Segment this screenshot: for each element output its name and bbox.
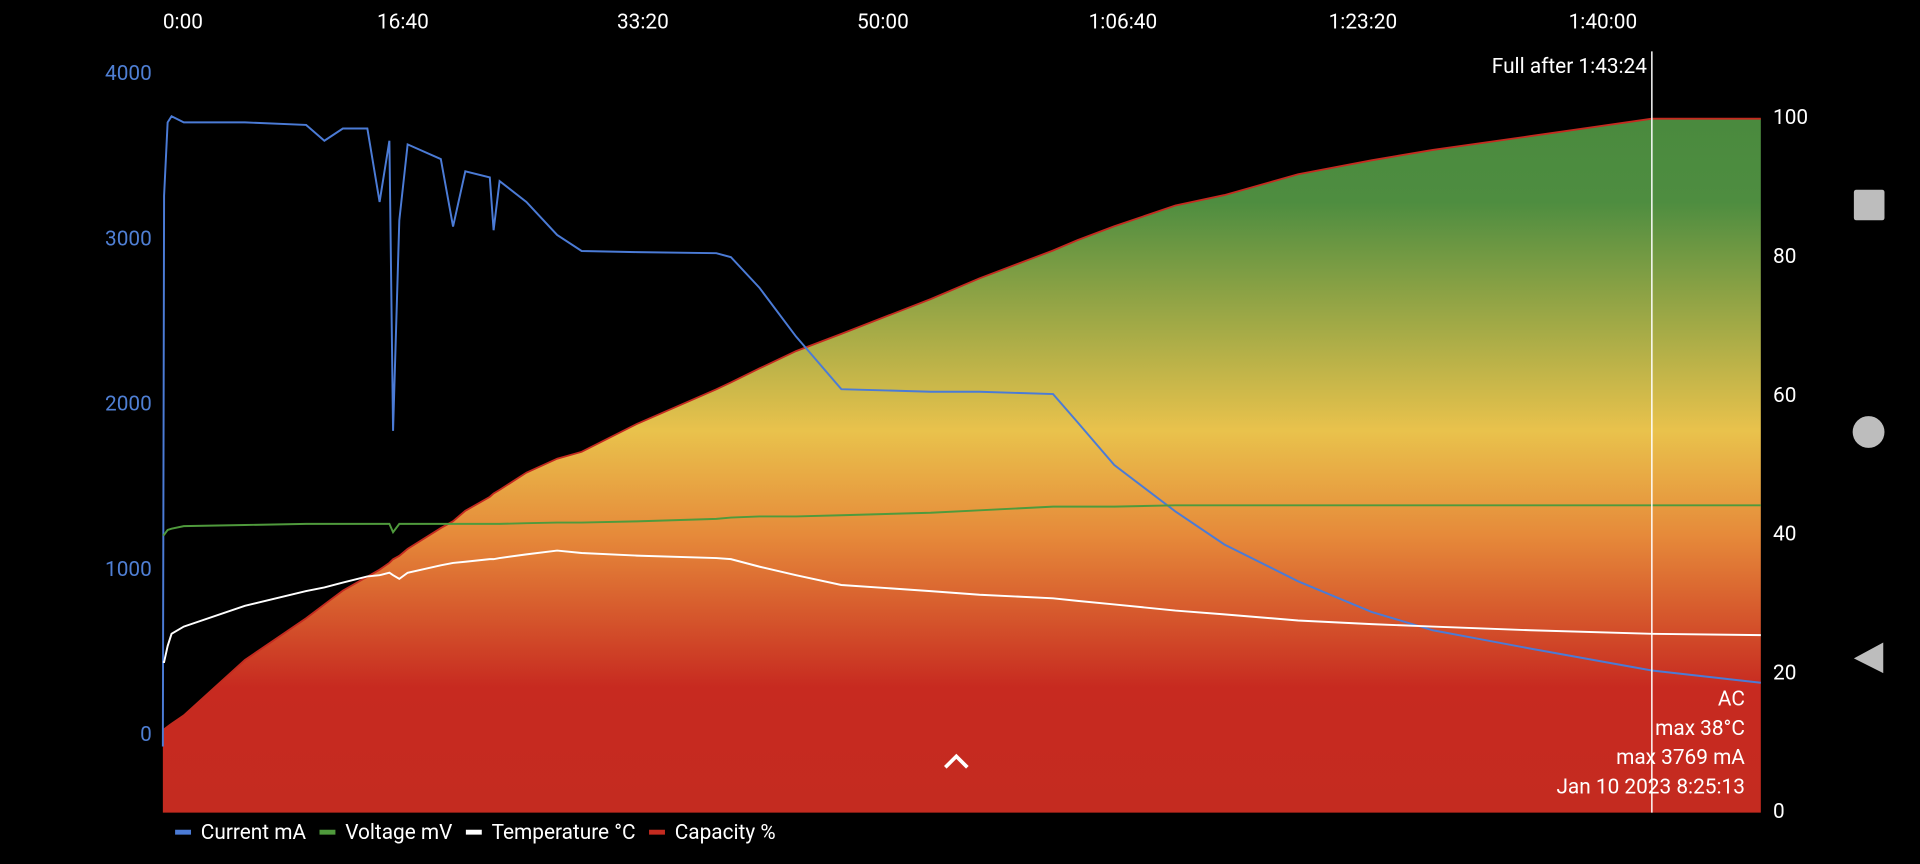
capacity-area [162, 118, 1761, 813]
series-line [161, 114, 1761, 747]
legend-swatch [465, 829, 482, 835]
x-tick-label: 1:06:40 [1089, 11, 1158, 35]
legend-label: Current mA [201, 821, 307, 845]
y-tick-label: 2000 [105, 393, 152, 417]
x-tick-label: 1:40:00 [1569, 11, 1638, 35]
legend-swatch [319, 829, 336, 835]
full-annotation: Full after 1:43:24 [1492, 55, 1647, 79]
x-tick-label: 0:00 [163, 11, 203, 35]
y2-tick-label: 0 [1773, 800, 1785, 824]
info-text: max 38°C [1655, 717, 1745, 741]
y2-tick-label: 100 [1773, 106, 1808, 130]
x-tick-label: 1:23:20 [1329, 11, 1398, 35]
legend-label: Voltage mV [345, 821, 452, 845]
plot-area [161, 114, 1761, 813]
x-tick-label: 33:20 [617, 11, 669, 35]
series-line [162, 117, 1761, 731]
legend-label: Temperature °C [492, 821, 636, 845]
info-text: AC [1718, 688, 1745, 712]
x-tick-label: 16:40 [377, 11, 429, 35]
legend-swatch [649, 829, 665, 835]
y-tick-label: 4000 [105, 62, 152, 86]
y2-tick-label: 80 [1773, 245, 1796, 269]
info-text: Jan 10 2023 8:25:13 [1556, 776, 1744, 800]
legend-label: Capacity % [675, 821, 776, 845]
y-tick-label: 3000 [105, 227, 152, 251]
y-tick-label: 1000 [105, 558, 152, 582]
series-line [162, 504, 1761, 536]
info-text: max 3769 mA [1616, 746, 1745, 770]
nav-recents[interactable] [1853, 189, 1885, 221]
y2-tick-label: 40 [1773, 523, 1796, 547]
y-tick-label: 0 [140, 723, 152, 747]
y2-tick-label: 20 [1773, 661, 1796, 685]
nav-back[interactable] [1853, 642, 1884, 674]
y2-tick-label: 60 [1773, 384, 1796, 408]
series-line [162, 549, 1761, 664]
x-tick-label: 50:00 [857, 11, 909, 35]
legend-swatch [175, 829, 192, 835]
expand-chevron[interactable] [944, 753, 969, 769]
nav-home[interactable] [1852, 416, 1885, 448]
